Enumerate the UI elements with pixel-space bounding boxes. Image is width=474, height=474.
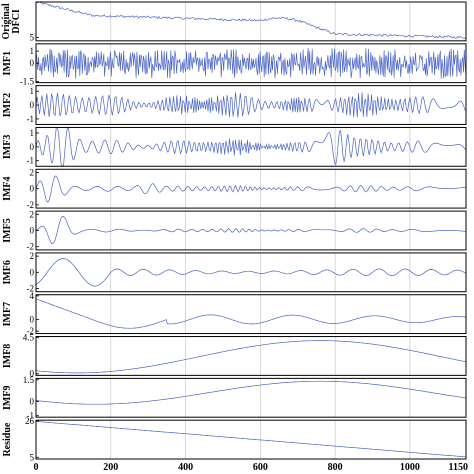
panel-label: Residue — [2, 422, 13, 456]
series-line-imf3 — [35, 127, 467, 167]
y-tick-label: 0 — [30, 396, 35, 406]
series-line-imf7 — [35, 298, 467, 329]
panel-frame — [35, 419, 467, 460]
y-tick-label: 1 — [30, 46, 35, 56]
panel-residue: 26 5 Residue — [2, 416, 467, 462]
y-tick-label: 0 — [30, 100, 35, 110]
panel-frame — [35, 336, 467, 376]
panel-label: OriginalDFCI — [1, 3, 22, 39]
y-tick-label: -1 — [27, 156, 35, 166]
series-line-residue — [35, 421, 467, 458]
panel-label: IMF3 — [2, 135, 13, 159]
y-tick-label: 1.5 — [23, 375, 35, 385]
panel-frame — [35, 1, 467, 42]
y-tick-label: 0 — [30, 369, 35, 379]
x-tick-label: 1000 — [400, 462, 420, 473]
series-line-original-dfci — [35, 1, 467, 39]
y-tick-label: -1.5 — [20, 76, 35, 86]
y-tick-label: 0 — [30, 142, 35, 152]
series-line-imf5 — [35, 216, 467, 245]
x-tick-label: 0 — [34, 462, 39, 473]
panel-frame — [35, 126, 467, 167]
y-tick-label: -2 — [27, 242, 35, 252]
panel-imf7: 4 0 -2 IMF7 — [2, 291, 467, 336]
panel-imf3: 1 0 -1 IMF3 — [2, 126, 467, 167]
panel-imf9: 1.5 0 -1 IMF9 — [2, 375, 467, 421]
y-tick-label: -2 — [27, 200, 35, 210]
y-tick-label: 4.5 — [23, 332, 35, 342]
series-line-imf2 — [35, 92, 467, 118]
y-tick-label: 0 — [30, 314, 35, 324]
panel-imf4: 2 0 -2 IMF4 — [2, 168, 467, 210]
y-tick-label: 5 — [30, 32, 35, 42]
panel-label: IMF1 — [2, 51, 13, 75]
y-tick-label: 0 — [30, 184, 35, 194]
y-tick-label: -1 — [27, 411, 35, 421]
y-tick-label: 2 — [30, 209, 35, 219]
panel-original-dfci: 5 OriginalDFCI — [1, 1, 467, 42]
y-tick-label: -2 — [27, 326, 35, 336]
y-tick-label: 0 — [30, 226, 35, 236]
x-tick-label: 1150 — [449, 462, 468, 473]
x-tick-label: 200 — [103, 462, 118, 473]
y-tick-label: 2 — [30, 251, 35, 261]
panel-label: IMF6 — [2, 260, 13, 284]
x-axis: 0 200 400 600 800 1000 1150 — [34, 462, 469, 473]
panel-imf6: 2 0 -2 IMF6 — [2, 251, 467, 293]
series-line-imf4 — [35, 175, 466, 203]
series-line-imf1 — [35, 48, 467, 79]
y-tick-label: 4 — [30, 291, 35, 301]
panel-frame — [35, 294, 467, 335]
x-tick-label: 600 — [253, 462, 268, 473]
panel-frame — [35, 168, 467, 209]
panel-label: IMF4 — [2, 176, 13, 200]
y-tick-label: 1 — [30, 86, 35, 96]
y-tick-label: 1 — [30, 128, 35, 138]
panel-imf8: 4.5 0 IMF8 — [2, 332, 467, 379]
panel-label: IMF9 — [2, 386, 13, 410]
y-tick-label: 2 — [30, 168, 35, 178]
y-tick-label: 0 — [30, 267, 35, 277]
panel-frame — [35, 252, 467, 293]
panel-imf2: 1 0 -1 IMF2 — [2, 85, 467, 125]
panel-label: IMF2 — [2, 93, 13, 117]
panel-imf5: 2 0 -2 IMF5 — [2, 209, 467, 252]
panel-label: IMF5 — [2, 218, 13, 242]
y-tick-label: -2 — [27, 283, 35, 293]
panel-imf1: 1 0 -1.5 IMF1 — [2, 43, 467, 86]
y-tick-label: 26 — [25, 416, 35, 426]
y-tick-label: 0 — [30, 58, 35, 68]
panel-label: IMF8 — [2, 344, 13, 368]
series-line-imf8 — [35, 340, 467, 374]
series-line-imf6 — [35, 258, 467, 287]
series-line-imf9 — [35, 380, 467, 405]
x-tick-label: 400 — [178, 462, 193, 473]
panel-frame — [35, 377, 467, 418]
panel-label: IMF7 — [2, 302, 13, 326]
y-tick-label: -1 — [27, 114, 35, 124]
x-tick-label: 800 — [328, 462, 343, 473]
y-tick-label: 5 — [30, 452, 35, 462]
